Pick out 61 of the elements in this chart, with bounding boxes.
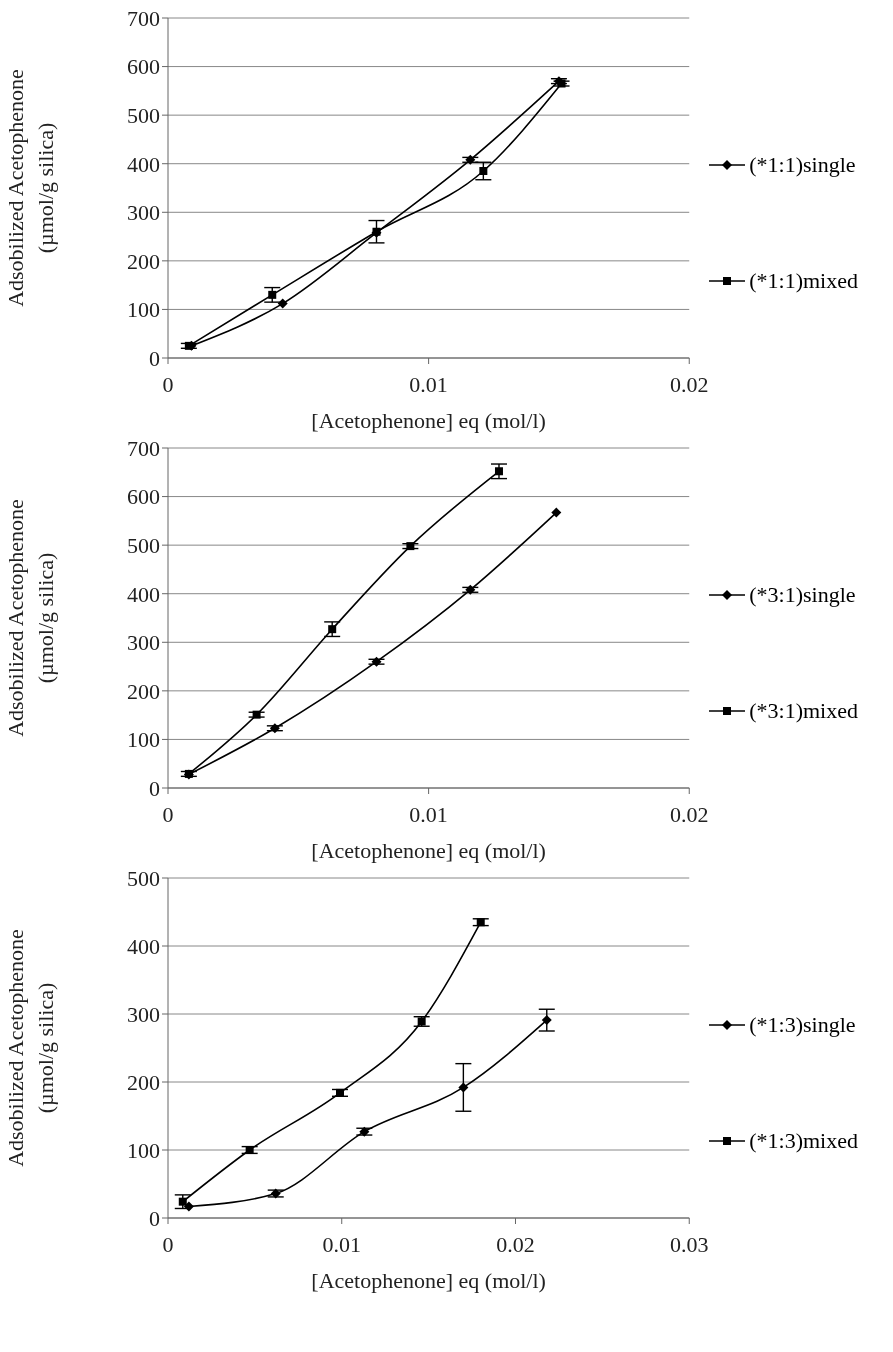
y-tick-label: 300 (127, 1001, 160, 1027)
y-tick-label: 700 (127, 435, 160, 461)
y-tick-label: 400 (127, 151, 160, 177)
y-tick-label: 500 (127, 532, 160, 558)
point (541, 1015, 552, 1026)
y-tick-label: 0 (149, 775, 160, 801)
y-tick-label: 200 (127, 678, 160, 704)
x-axis-title: [Acetophenone] eq (mol/l) (311, 838, 546, 863)
point (372, 227, 381, 236)
legend-label: (*1:1)single (749, 152, 856, 178)
y-axis-title: Adsobilized Acetophenone (µmol/g silica) (3, 499, 58, 737)
y-tick-label: 300 (127, 200, 160, 226)
y-tick-label: 0 (149, 1205, 160, 1231)
x-axis-title: [Acetophenone] eq (mol/l) (311, 408, 546, 433)
y-tick-label: 200 (127, 248, 160, 274)
y-tick-label: 400 (127, 581, 160, 607)
x-tick-label: 0.02 (496, 1231, 535, 1257)
point (359, 1126, 370, 1137)
y-tick-label: 200 (127, 1069, 160, 1095)
legend-label: (*1:3)mixed (749, 1128, 858, 1154)
point (465, 154, 476, 165)
point (494, 467, 503, 476)
point (551, 507, 562, 518)
point (184, 769, 193, 778)
x-tick-label: 0.01 (409, 801, 448, 827)
point (465, 584, 476, 595)
point (178, 1197, 187, 1206)
x-tick-label: 0.01 (322, 1231, 361, 1257)
y-tick-label: 600 (127, 54, 160, 80)
y-tick-label: 100 (127, 297, 160, 323)
legend-label: (*1:1)mixed (749, 268, 858, 294)
y-tick-label: 300 (127, 630, 160, 656)
y-tick-label: 500 (127, 102, 160, 128)
x-tick-label: 0.02 (669, 371, 709, 397)
y-tick-label: 600 (127, 484, 160, 510)
point (336, 1088, 345, 1097)
point (270, 1188, 281, 1199)
legend-label: (*3:1)mixed (749, 698, 858, 724)
point (371, 656, 382, 667)
y-tick-label: 400 (127, 933, 160, 959)
y-tick-label: 700 (127, 5, 160, 31)
y-tick-label: 500 (127, 865, 160, 891)
point (458, 1082, 469, 1093)
x-axis-title: [Acetophenone] eq (mol/l) (311, 1268, 546, 1293)
point (479, 167, 488, 175)
x-tick-label: 0.01 (409, 371, 448, 397)
legend-label: (*3:1)single (749, 582, 856, 608)
point (269, 723, 280, 734)
point (328, 625, 337, 634)
y-tick-label: 100 (127, 727, 160, 753)
y-tick-label: 100 (127, 1137, 160, 1163)
y-axis-title: Adsobilized Acetophenone (µmol/g silica) (3, 929, 58, 1167)
legend-label: (*1:3)single (749, 1012, 856, 1038)
y-tick-label: 0 (149, 345, 160, 371)
point (476, 918, 485, 927)
point (277, 298, 288, 309)
point (268, 290, 277, 299)
x-tick-label: 0.02 (669, 801, 709, 827)
x-tick-label: 0.03 (669, 1231, 709, 1257)
point (184, 341, 193, 350)
y-axis-title: Adsobilized Acetophenone (µmol/g silica) (3, 69, 58, 307)
